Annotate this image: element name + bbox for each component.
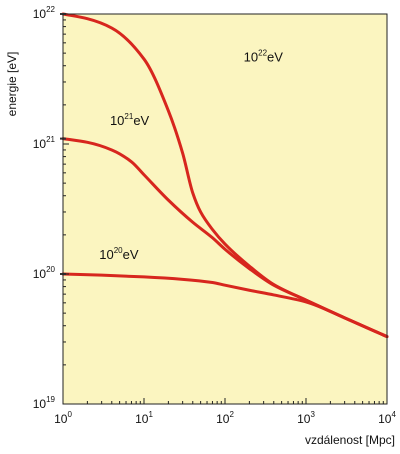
y-tick-label: 1020 <box>33 265 56 281</box>
x-tick-label: 101 <box>135 410 153 426</box>
y-tick-label: 1021 <box>33 135 56 151</box>
x-tick-label: 102 <box>216 410 234 426</box>
y-tick-label: 1019 <box>33 395 56 411</box>
series-layer <box>60 12 389 339</box>
y-axis-label: energie [eV] <box>5 52 19 117</box>
label-layer: 100 101 102 103 104 1019 1020 1021 1022 1022eV 102… <box>33 5 397 426</box>
series-label-21ev: 1021eV <box>110 112 150 128</box>
series-line-21ev <box>61 137 389 339</box>
series-line-20ev <box>61 272 389 339</box>
series-label-22ev: 1022eV <box>244 49 284 65</box>
x-tick-label: 104 <box>378 410 396 426</box>
x-axis-label: vzdálenost [Mpc] <box>305 433 395 447</box>
plot-area <box>63 14 387 404</box>
y-tick-label: 1022 <box>33 5 56 21</box>
series-label-20ev: 1020eV <box>99 246 139 262</box>
plot-frame <box>62 13 388 405</box>
x-tick-label: 100 <box>54 410 72 426</box>
x-tick-label: 103 <box>297 410 315 426</box>
